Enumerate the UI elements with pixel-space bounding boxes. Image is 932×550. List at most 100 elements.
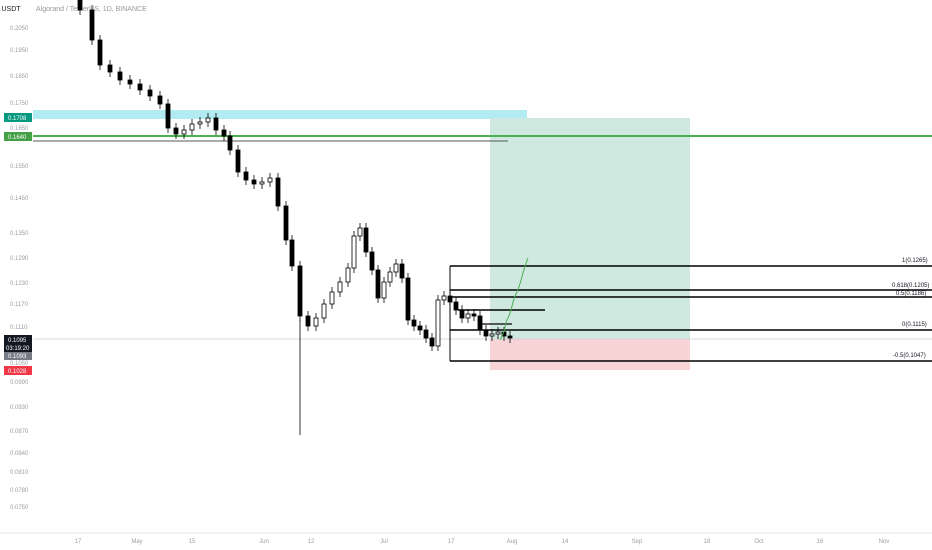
candle-body [477, 315, 483, 331]
fib-label-neg05: -0.5(0.1047) [893, 353, 926, 359]
chart-header: USDT Algorand / TetherUS, 1D, BINANCE [0, 0, 147, 18]
candle-body [137, 83, 143, 91]
candle-body [251, 179, 257, 185]
candle-body [221, 129, 227, 137]
price-tick-label: 0.0810 [10, 470, 29, 476]
candle-body [405, 277, 411, 321]
candle-body [173, 127, 179, 135]
price-tick-label: 0.1050 [10, 361, 29, 367]
candle-body [213, 117, 219, 131]
candle-body [411, 319, 417, 327]
candle-body [363, 227, 369, 253]
candle-body [381, 281, 387, 299]
candle-body [399, 263, 405, 279]
candle-body [375, 269, 381, 299]
candle-body [321, 303, 327, 319]
candle-body [305, 315, 311, 327]
price-badges: 0.1708 0.1640 0.1095 03:19:20 0.1093 0.1… [4, 113, 32, 375]
candle-body [351, 235, 357, 269]
badge-gray-price [4, 352, 32, 360]
fib-retracement[interactable]: 1(0.1265) 0.618(0.1205) 0.5(0.1186) 0(0.… [449, 258, 932, 362]
candle-body [495, 331, 501, 335]
candle-body [157, 95, 163, 105]
symbol-title: Algorand / TetherUS, 1D, BINANCE [36, 5, 147, 13]
candle-body [357, 227, 363, 237]
price-tick-label: 0.1850 [10, 74, 29, 80]
price-axis[interactable]: 0.2050 0.1950 0.1850 0.1750 0.1650 0.1550 0.14… [10, 26, 29, 511]
candle-body [117, 71, 123, 81]
candle-body [329, 291, 335, 305]
candle-body [423, 329, 429, 339]
fib-label-1: 1(0.1265) [902, 258, 928, 264]
time-tick-label: 16 [817, 539, 824, 545]
price-tick-label: 0.1170 [10, 302, 29, 308]
candle-body [205, 117, 211, 123]
price-tick-label: 0.2050 [10, 26, 29, 32]
candle-body [393, 263, 399, 273]
candle-body [107, 64, 113, 73]
time-tick-label: May [131, 539, 142, 545]
price-tick-label: 0.1550 [10, 164, 29, 170]
badge-stop-price-text: 0.1028 [8, 369, 27, 375]
price-tick-label: 0.1750 [10, 101, 29, 107]
candle-body [441, 295, 447, 301]
candle-body [289, 239, 295, 267]
candle-body [181, 129, 187, 135]
candle-body [483, 329, 489, 337]
time-tick-label: Oct [754, 539, 764, 545]
candle-body [489, 333, 495, 337]
candle-body [197, 121, 203, 125]
badge-countdown-text: 03:19:20 [6, 346, 30, 352]
time-tick-label: Sep [632, 539, 643, 545]
target-zone[interactable] [490, 118, 690, 339]
time-tick-label: 17 [448, 539, 455, 545]
price-tick-label: 0.1230 [10, 281, 29, 287]
time-tick-label: 18 [704, 539, 711, 545]
candle-body [507, 335, 513, 339]
price-tick-label: 0.0990 [10, 380, 29, 386]
candle-body [297, 265, 303, 317]
price-tick-label: 0.0840 [10, 451, 29, 457]
stop-zone[interactable] [490, 339, 690, 370]
candle-body [345, 267, 351, 283]
time-tick-label: 14 [562, 539, 569, 545]
candle-body [77, 0, 83, 11]
badge-upper-zone [4, 113, 32, 122]
price-tick-label: 0.1290 [10, 256, 29, 262]
candle-body [243, 171, 249, 181]
time-axis[interactable]: 17 May 15 Jun 12 Jul 17 Aug 14 Sep 18 Oct 16 Nov [75, 539, 890, 545]
candle-body [97, 39, 103, 66]
candle-body [417, 325, 423, 331]
time-tick-label: Jun [259, 539, 269, 545]
price-tick-label: 0.0780 [10, 488, 29, 494]
price-tick-label: 0.1450 [10, 196, 29, 202]
candle-body [435, 299, 441, 347]
time-tick-label: Jul [380, 539, 388, 545]
badge-stop-price [4, 366, 32, 375]
badge-green-line [4, 132, 32, 141]
fib-label-05: 0.5(0.1186) [896, 291, 926, 297]
supply-zone [33, 110, 527, 119]
badge-last-price-text: 0.1095 [8, 338, 27, 344]
currency-label[interactable]: USDT [1, 5, 21, 13]
badge-green-line-text: 0.1640 [8, 135, 27, 141]
time-tick-label: 15 [189, 539, 196, 545]
candle-body [465, 313, 471, 319]
price-tick-label: 0.1950 [10, 48, 29, 54]
time-tick-label: 17 [75, 539, 82, 545]
candle-body [189, 123, 195, 131]
candle-body [227, 135, 233, 151]
candle-body [147, 89, 153, 97]
candle-body [275, 177, 281, 207]
projection-path[interactable] [499, 257, 529, 341]
badge-upper-zone-text: 0.1708 [8, 116, 27, 122]
price-tick-label: 0.1350 [10, 231, 29, 237]
candles-group [77, 0, 513, 435]
candle-body [89, 9, 95, 41]
price-tick-label: 0.1110 [10, 325, 28, 331]
badge-last-price [4, 335, 32, 353]
fib-label-0: 0(0.1115) [902, 322, 927, 328]
candle-body [235, 149, 241, 173]
time-tick-label: 12 [308, 539, 315, 545]
